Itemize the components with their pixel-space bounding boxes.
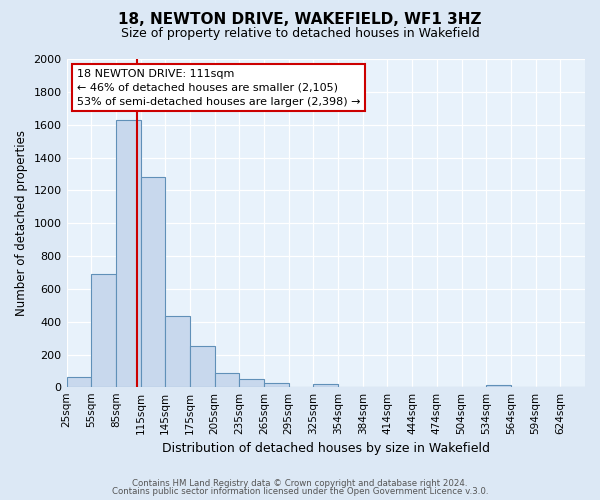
Bar [486,385,511,388]
Bar [116,120,140,388]
Text: 18, NEWTON DRIVE, WAKEFIELD, WF1 3HZ: 18, NEWTON DRIVE, WAKEFIELD, WF1 3HZ [118,12,482,28]
Bar [264,384,289,388]
Text: Contains HM Land Registry data © Crown copyright and database right 2024.: Contains HM Land Registry data © Crown c… [132,478,468,488]
Bar [165,316,190,388]
Bar [91,274,116,388]
Bar [313,384,338,388]
Bar [239,379,264,388]
Y-axis label: Number of detached properties: Number of detached properties [15,130,28,316]
X-axis label: Distribution of detached houses by size in Wakefield: Distribution of detached houses by size … [162,442,490,455]
Text: Contains public sector information licensed under the Open Government Licence v.: Contains public sector information licen… [112,487,488,496]
Bar [67,376,91,388]
Bar [215,373,239,388]
Bar [190,346,215,388]
Text: Size of property relative to detached houses in Wakefield: Size of property relative to detached ho… [121,28,479,40]
Bar [140,177,165,388]
Text: 18 NEWTON DRIVE: 111sqm
← 46% of detached houses are smaller (2,105)
53% of semi: 18 NEWTON DRIVE: 111sqm ← 46% of detache… [77,69,361,107]
